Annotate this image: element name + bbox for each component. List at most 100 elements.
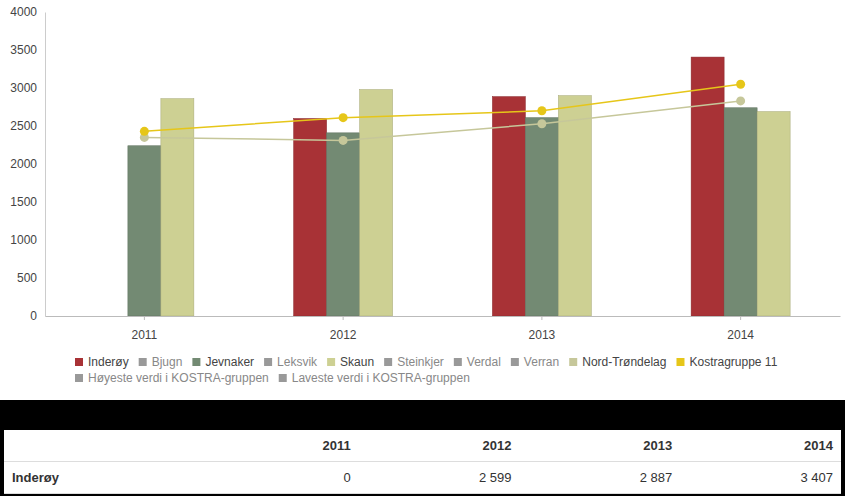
- y-tick: 2000: [10, 157, 45, 171]
- legend-swatch: [139, 358, 147, 366]
- legend-label: Verran: [524, 355, 559, 369]
- legend-swatch: [75, 358, 83, 366]
- bar: [724, 108, 757, 316]
- legend-swatch: [454, 358, 462, 366]
- line: [144, 101, 740, 141]
- x-tick-mark: [343, 316, 344, 320]
- line: [144, 84, 740, 131]
- y-tick: 500: [17, 271, 45, 285]
- point: [537, 106, 546, 115]
- x-axis-line: [46, 316, 841, 317]
- legend: Inderøy Bjugn Jevnaker Leksvik Skaun Steinkje…: [75, 355, 778, 385]
- x-tick-label: 2011: [131, 328, 157, 342]
- legend-swatch: [511, 358, 519, 366]
- legend-item[interactable]: Verdal: [454, 355, 501, 369]
- legend-swatch: [676, 358, 684, 366]
- legend-item[interactable]: Kostragruppe 11: [676, 355, 777, 369]
- x-tick-label: 2014: [727, 328, 754, 342]
- header-cell: 2014: [680, 430, 841, 462]
- point: [736, 80, 745, 89]
- y-tick-label: 3500: [10, 43, 37, 57]
- bar: [558, 96, 591, 316]
- x-axis: 2011 2012 2013 2014: [46, 316, 841, 342]
- legend-label: Leksvik: [277, 355, 318, 369]
- x-tick-label: 2013: [529, 328, 556, 342]
- point: [339, 113, 348, 122]
- x-tick-mark: [144, 316, 145, 320]
- y-tick: 0: [30, 309, 45, 323]
- data-table: 2011201220132014Inderøy02 5992 8873 407: [4, 430, 841, 494]
- table-cell: 3 407: [680, 462, 841, 494]
- y-tick-label: 2000: [10, 157, 37, 171]
- legend-swatch: [384, 358, 392, 366]
- bar: [161, 99, 194, 316]
- legend-label: Verdal: [467, 355, 501, 369]
- bar: [691, 57, 724, 316]
- legend-label: Skaun: [340, 355, 374, 369]
- y-tick: 1000: [10, 233, 45, 247]
- point: [339, 136, 348, 145]
- y-tick: 3500: [10, 43, 45, 57]
- x-tick: 2013: [529, 316, 556, 342]
- legend-label: Laveste verdi i KOSTRA-gruppen: [292, 371, 470, 385]
- bar: [492, 97, 525, 316]
- bar: [360, 90, 393, 316]
- y-tick-label: 500: [17, 271, 37, 285]
- legend-item[interactable]: Jevnaker: [192, 355, 254, 369]
- legend-label: Høyeste verdi i KOSTRA-gruppen: [88, 371, 269, 385]
- point: [140, 127, 149, 136]
- bar: [525, 118, 558, 316]
- legend-swatch: [75, 374, 83, 382]
- legend-label: Inderøy: [88, 355, 129, 369]
- y-tick-label: 4000: [10, 5, 37, 19]
- x-tick: 2011: [131, 316, 157, 342]
- legend-label: Bjugn: [152, 355, 183, 369]
- legend-item[interactable]: Verran: [511, 355, 559, 369]
- legend-item[interactable]: Leksvik: [264, 355, 318, 369]
- legend-item[interactable]: Skaun: [327, 355, 374, 369]
- table-row: Inderøy02 5992 8873 407: [4, 462, 841, 494]
- legend-item[interactable]: Nord-Trøndelag: [569, 355, 666, 369]
- y-tick-label: 1500: [10, 195, 37, 209]
- legend-item[interactable]: Steinkjer: [384, 355, 444, 369]
- y-tick: 4000: [10, 5, 45, 19]
- y-tick: 2500: [10, 119, 45, 133]
- legend-swatch: [327, 358, 335, 366]
- x-tick-mark: [541, 316, 542, 320]
- x-tick-mark: [740, 316, 741, 320]
- table-cell: 2 887: [520, 462, 681, 494]
- legend-item[interactable]: Inderøy: [75, 355, 129, 369]
- bar: [327, 133, 360, 316]
- x-tick: 2012: [330, 316, 357, 342]
- header-cell: 2013: [520, 430, 681, 462]
- table-cell: 2 599: [359, 462, 520, 494]
- legend-swatch: [192, 358, 200, 366]
- header-cell: 2012: [359, 430, 520, 462]
- legend-swatch: [569, 358, 577, 366]
- point: [537, 119, 546, 128]
- legend-item[interactable]: Bjugn: [139, 355, 183, 369]
- legend-label: Nord-Trøndelag: [582, 355, 666, 369]
- row-label: Inderøy: [4, 462, 212, 494]
- table-cell: 0: [212, 462, 358, 494]
- legend-item[interactable]: Laveste verdi i KOSTRA-gruppen: [279, 371, 470, 385]
- y-tick-label: 2500: [10, 119, 37, 133]
- legend-item[interactable]: Høyeste verdi i KOSTRA-gruppen: [75, 371, 269, 385]
- plot-area: [128, 57, 790, 316]
- point: [736, 96, 745, 105]
- legend-swatch: [279, 374, 287, 382]
- y-axis: 0 500 1000 1500 2000 2500 3000 3500 4000: [10, 5, 45, 323]
- legend-label: Kostragruppe 11: [689, 355, 777, 369]
- y-tick: 3000: [10, 81, 45, 95]
- legend-label: Jevnaker: [205, 355, 254, 369]
- legend-label: Steinkjer: [397, 355, 444, 369]
- chart: 0 500 1000 1500 2000 2500 3000 3500 4000 2011 2012…: [0, 0, 845, 400]
- y-tick: 1500: [10, 195, 45, 209]
- legend-swatch: [264, 358, 272, 366]
- y-tick-label: 1000: [10, 233, 37, 247]
- bar: [757, 112, 790, 316]
- bar: [95, 316, 128, 317]
- x-tick: 2014: [727, 316, 754, 342]
- bar: [294, 118, 327, 316]
- y-tick-label: 3000: [10, 81, 37, 95]
